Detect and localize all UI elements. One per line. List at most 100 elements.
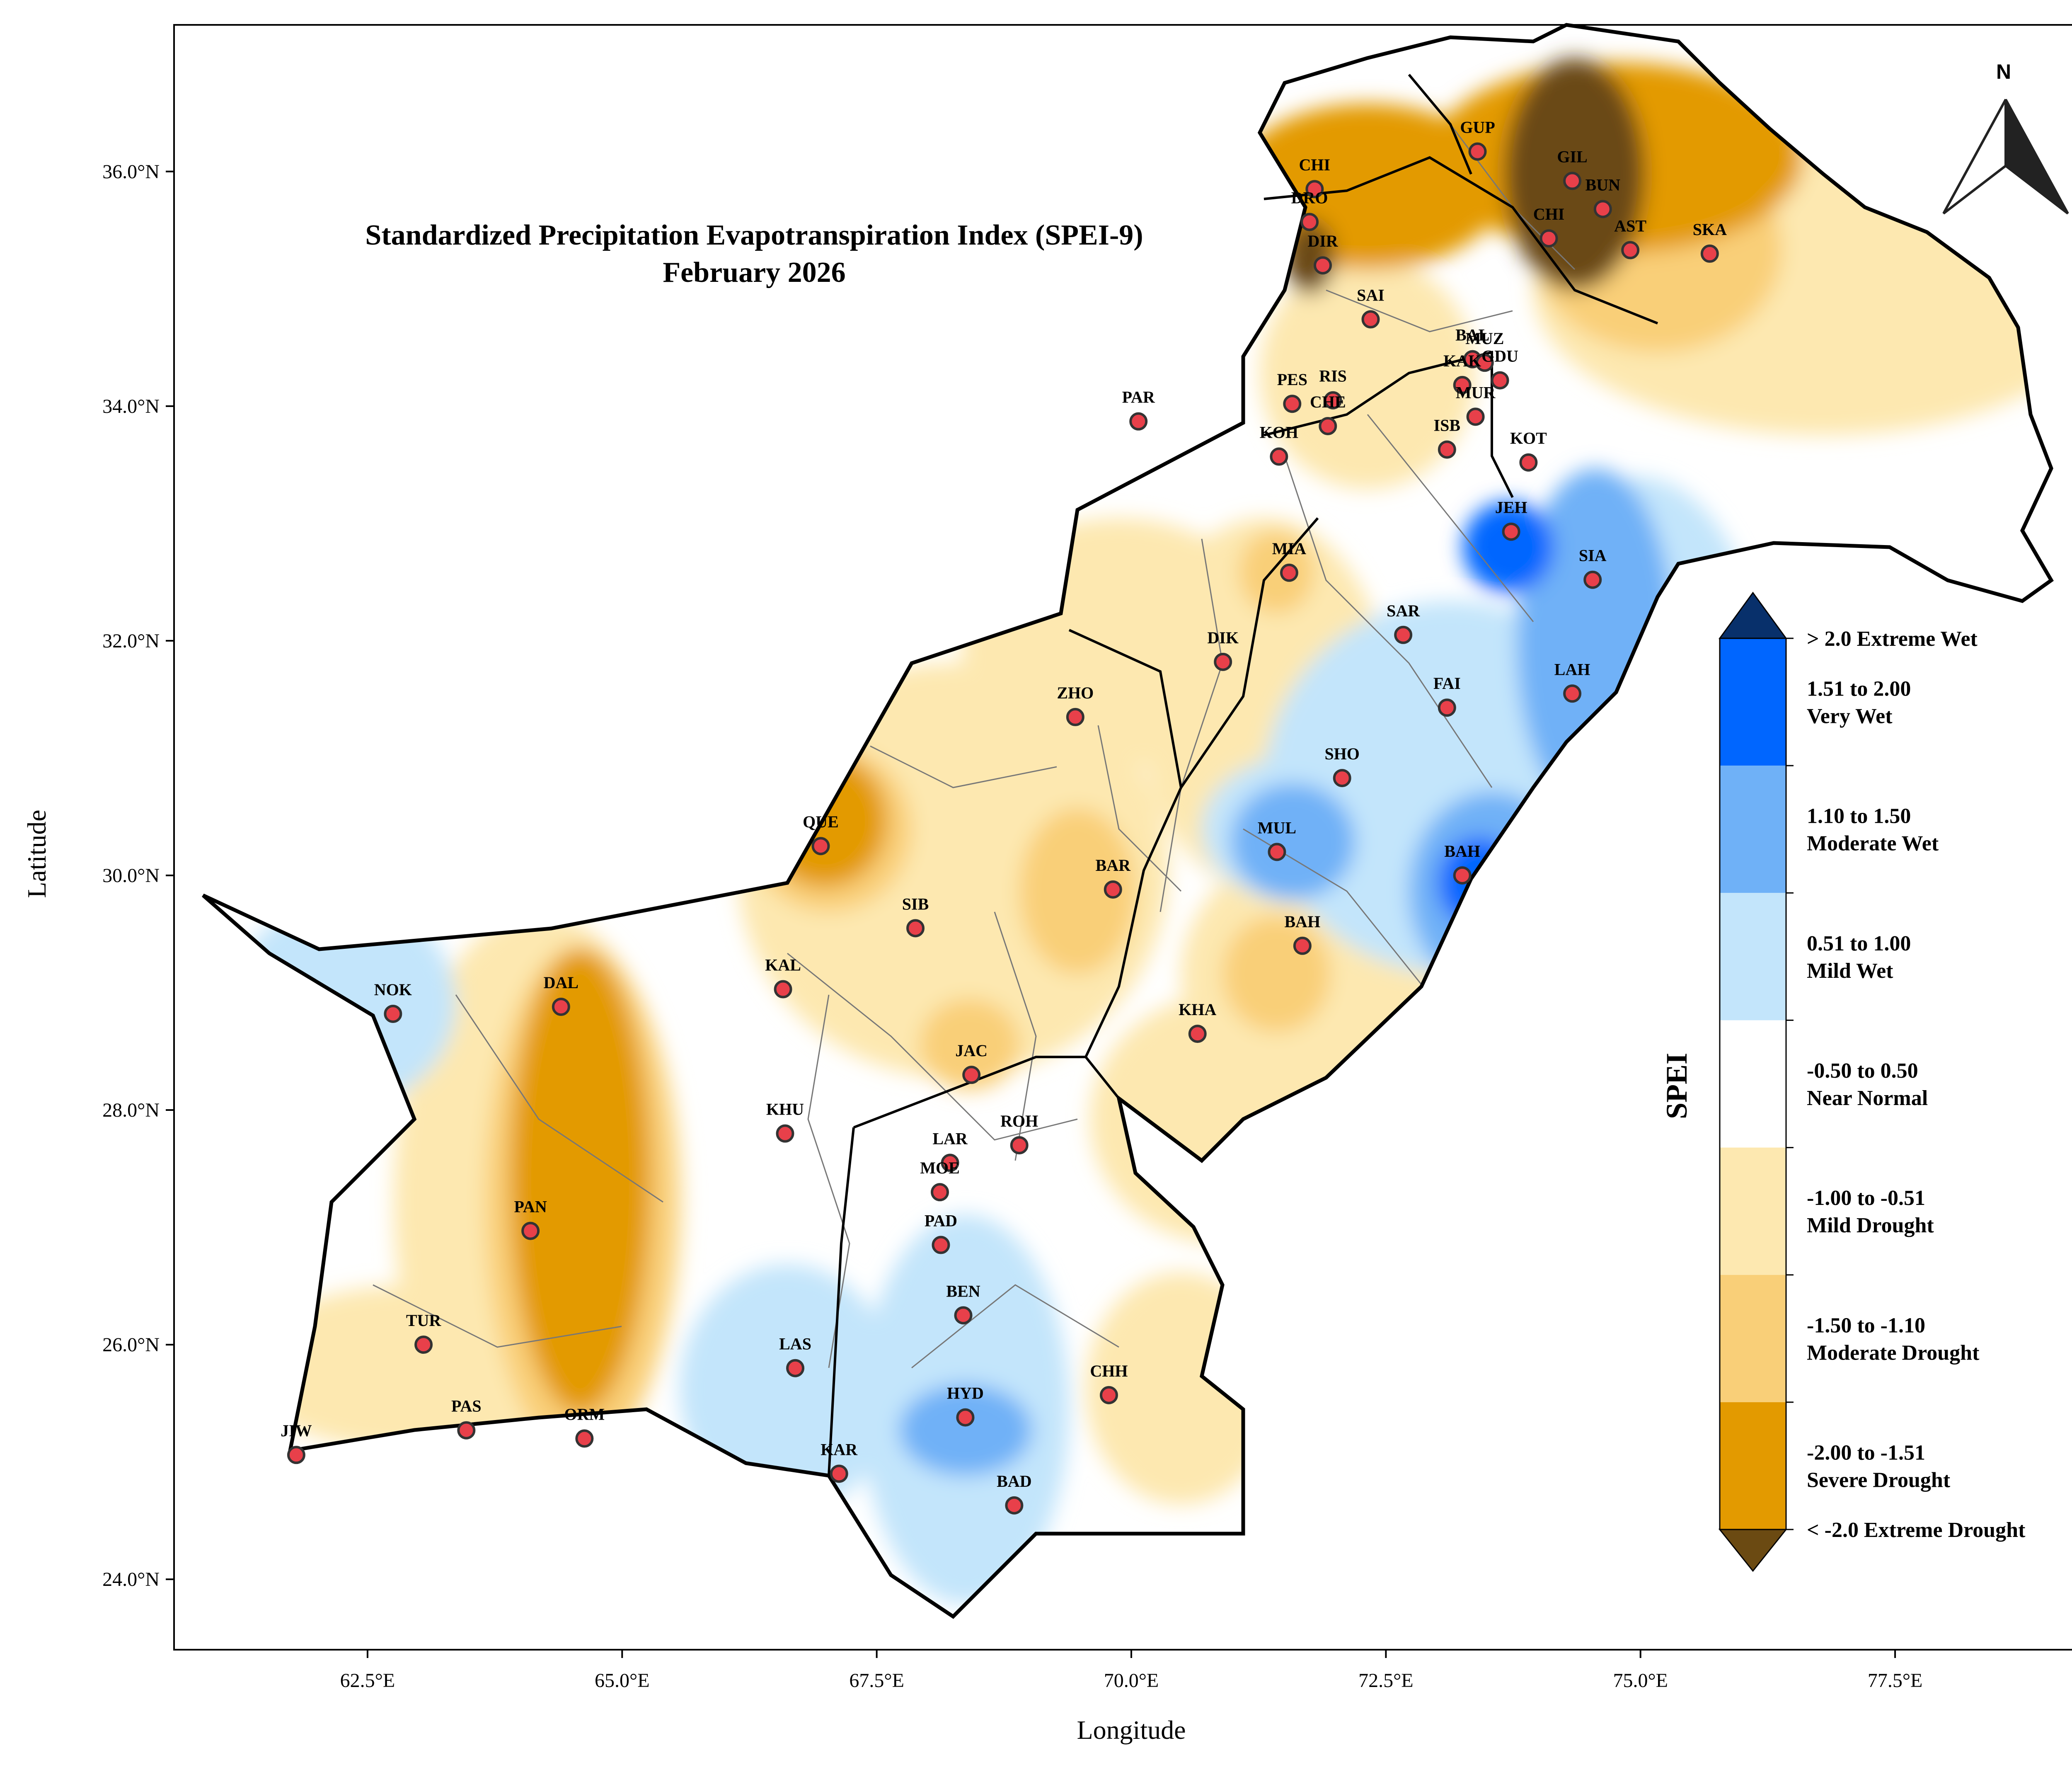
station-marker: [1293, 936, 1312, 955]
station-marker: [954, 1306, 973, 1325]
station-code: SKA: [1693, 220, 1727, 239]
y-tick-label: 26.0°N: [102, 1334, 160, 1356]
station-marker: [1214, 652, 1232, 671]
station-gdu: GDU: [1481, 347, 1518, 390]
station-fai: FAI: [1433, 674, 1461, 717]
station-roh: ROH: [1000, 1112, 1038, 1154]
station-gil: GIL: [1557, 147, 1588, 190]
legend-label: Severe Drought: [1807, 1468, 1951, 1492]
station-lar: LAR: [932, 1129, 968, 1172]
station-que: QUE: [803, 812, 839, 856]
station-code: GIL: [1557, 147, 1587, 166]
station-gup: GUP: [1460, 118, 1495, 161]
station-code: LAH: [1554, 660, 1590, 679]
station-ska: SKA: [1693, 220, 1727, 263]
x-tick-label: 72.5°E: [1358, 1670, 1414, 1692]
station-marker: [1438, 698, 1456, 717]
station-dir: DIR: [1307, 232, 1339, 275]
station-code: ROH: [1000, 1112, 1038, 1130]
spei-legend: SPEI > 2.0 Extreme Wet 1.51 to 2.00 Very W…: [1660, 591, 2026, 1572]
y-tick-label: 36.0°N: [102, 161, 160, 183]
station-code: JEH: [1495, 498, 1527, 517]
station-bah: BAH: [1285, 912, 1320, 955]
legend-swatch: [1720, 1275, 1786, 1402]
station-marker: [1700, 244, 1719, 263]
y-axis-title: Latitude: [22, 810, 51, 898]
station-marker: [1438, 440, 1456, 459]
station-bah: BAH: [1444, 842, 1480, 885]
station-code: SAR: [1387, 601, 1420, 620]
station-khu: KHU: [766, 1100, 804, 1143]
station-marker: [962, 1066, 981, 1084]
station-marker: [932, 1236, 950, 1254]
station-orm: ORM: [564, 1405, 605, 1448]
station-marker: [1491, 371, 1509, 390]
station-marker: [1519, 453, 1538, 472]
station-marker: [1563, 684, 1582, 703]
station-code: ISB: [1434, 416, 1461, 435]
station-marker: [1621, 241, 1640, 259]
x-tick-label: 65.0°E: [595, 1670, 650, 1692]
legend-swatch: [1720, 1402, 1786, 1529]
station-code: SIB: [902, 894, 929, 913]
station-marker: [552, 997, 570, 1016]
station-moe: MOE: [920, 1159, 960, 1202]
north-label: N: [1996, 60, 2011, 83]
station-marker: [1104, 880, 1122, 899]
station-code: NOK: [374, 980, 412, 999]
station-code: BUN: [1585, 175, 1621, 194]
map-title-line1: Standardized Precipitation Evapotranspir…: [365, 219, 1143, 251]
station-lah: LAH: [1554, 660, 1590, 703]
station-code: KHU: [766, 1100, 804, 1119]
legend-label: Moderate Drought: [1807, 1341, 1980, 1365]
station-code: PAN: [514, 1197, 547, 1216]
station-marker: [1099, 1386, 1118, 1404]
station-marker: [1324, 391, 1342, 410]
station-code: KAR: [821, 1440, 858, 1459]
legend-extend-bottom: [1718, 1529, 1788, 1572]
station-marker: [774, 980, 792, 999]
station-code: KAK: [1443, 351, 1481, 370]
station-code: BAR: [1096, 856, 1131, 875]
x-tick-label: 67.5°E: [849, 1670, 904, 1692]
station-code: JIW: [281, 1421, 312, 1440]
station-code: ORM: [564, 1405, 605, 1424]
station-code: BEN: [946, 1282, 980, 1300]
station-kak: KAK: [1443, 351, 1481, 394]
station-code: KAL: [765, 956, 801, 974]
station-marker: [811, 837, 830, 856]
station-jiw: JIW: [281, 1421, 312, 1464]
station-code: MUL: [1258, 818, 1296, 837]
station-nok: NOK: [374, 980, 412, 1023]
y-tick-label: 24.0°N: [102, 1568, 160, 1590]
station-sho: SHO: [1324, 744, 1360, 788]
legend-label: 0.51 to 1.00: [1807, 932, 1911, 955]
station-chi: CHI: [1299, 155, 1331, 199]
station-code: ZHO: [1057, 684, 1094, 702]
station-code: DIR: [1307, 232, 1338, 250]
legend-label: 1.10 to 1.50: [1807, 805, 1911, 828]
legend-swatch: [1720, 766, 1786, 893]
x-tick-label: 75.0°E: [1613, 1670, 1668, 1692]
station-code: SIA: [1579, 546, 1607, 565]
station-marker: [1268, 843, 1286, 861]
station-bal: BAL: [1455, 326, 1489, 368]
station-jac: JAC: [955, 1041, 988, 1084]
station-code: CHI: [1299, 155, 1331, 174]
station-marker: [1475, 354, 1494, 372]
station-mia: MIA: [1272, 539, 1306, 582]
station-sib: SIB: [902, 894, 929, 938]
station-las: LAS: [779, 1335, 811, 1377]
station-code: KOH: [1260, 423, 1298, 442]
station-marker: [1319, 417, 1337, 435]
station-koh: KOH: [1260, 423, 1298, 466]
station-marker: [1305, 180, 1324, 199]
station-marker: [1333, 769, 1351, 788]
station-pes: PES: [1277, 370, 1307, 413]
station-marker: [1005, 1496, 1024, 1515]
station-code: JAC: [955, 1041, 988, 1060]
station-code: CHH: [1090, 1362, 1128, 1380]
station-che: CHE: [1310, 393, 1346, 435]
